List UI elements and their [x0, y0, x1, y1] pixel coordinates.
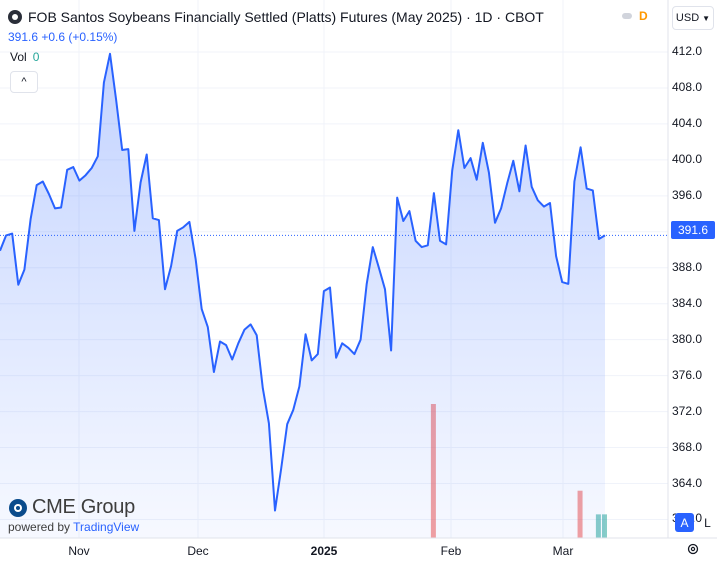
time-tick-label: Nov: [68, 544, 90, 558]
price-tick-label: 412.0: [672, 44, 703, 58]
tradingview-link[interactable]: TradingView: [73, 520, 140, 534]
gear-icon[interactable]: [686, 542, 700, 556]
powered-prefix: powered by: [8, 520, 74, 534]
price-tick-label: 372.0: [672, 403, 703, 418]
delayed-badge[interactable]: D: [639, 9, 648, 23]
price-tick-label: 400.0: [672, 151, 703, 166]
log-scale-button[interactable]: L: [704, 515, 711, 530]
price-tick-label: 396.0: [672, 187, 703, 202]
auto-scale-button[interactable]: A: [675, 513, 694, 532]
chevron-up-icon: ^: [21, 76, 27, 88]
chart-title-row: FOB Santos Soybeans Financially Settled …: [8, 8, 544, 26]
market-status-icon[interactable]: [622, 13, 632, 19]
brand-name: CME Group: [32, 496, 135, 518]
collapse-legend-button[interactable]: ^: [10, 71, 38, 93]
price-tick-label: 388.0: [672, 259, 703, 274]
volume-legend: Vol 0: [10, 50, 39, 64]
price-tick-label: 380.0: [672, 331, 703, 346]
price-change-line: 391.6 +0.6 (+0.15%): [8, 30, 118, 44]
price-tick-label: 368.0: [672, 439, 703, 454]
chart-title: FOB Santos Soybeans Financially Settled …: [28, 9, 544, 25]
volume-value: 0: [32, 50, 40, 64]
currency-button[interactable]: USD ▼: [672, 6, 714, 30]
chevron-down-icon: ▼: [702, 13, 711, 23]
volume-label: Vol: [10, 50, 27, 64]
time-tick-label: 2025: [310, 544, 338, 558]
price-tick-label: 376.0: [672, 367, 703, 382]
price-area: [0, 53, 605, 539]
price-tick-label: 408.0: [672, 79, 703, 94]
cme-group-logo: CME Group: [8, 496, 135, 519]
last-price-badge: 391.6: [671, 221, 715, 239]
time-tick-label: Mar: [552, 544, 574, 558]
currency-label: USD: [675, 12, 700, 24]
price-tick-label: 364.0: [672, 475, 703, 490]
symbol-logo-icon: [8, 10, 22, 24]
time-tick-label: Feb: [440, 544, 462, 558]
price-line: [0, 52, 606, 512]
price-tick-label: 404.0: [672, 115, 703, 130]
powered-by[interactable]: powered by TradingView: [8, 520, 139, 534]
time-tick-label: Dec: [187, 544, 209, 558]
cme-globe-icon: [9, 498, 27, 517]
price-tick-label: 384.0: [672, 295, 703, 310]
